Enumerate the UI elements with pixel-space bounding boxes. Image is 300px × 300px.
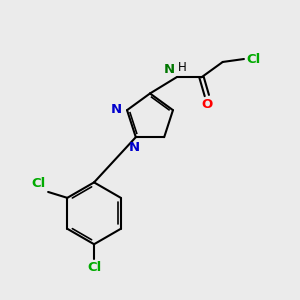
Text: N: N [164,63,175,76]
Text: N: N [129,141,140,154]
Text: Cl: Cl [246,52,260,65]
Text: Cl: Cl [32,178,46,190]
Text: O: O [202,98,213,112]
Text: Cl: Cl [87,261,101,274]
Text: N: N [111,103,122,116]
Text: H: H [178,61,187,74]
